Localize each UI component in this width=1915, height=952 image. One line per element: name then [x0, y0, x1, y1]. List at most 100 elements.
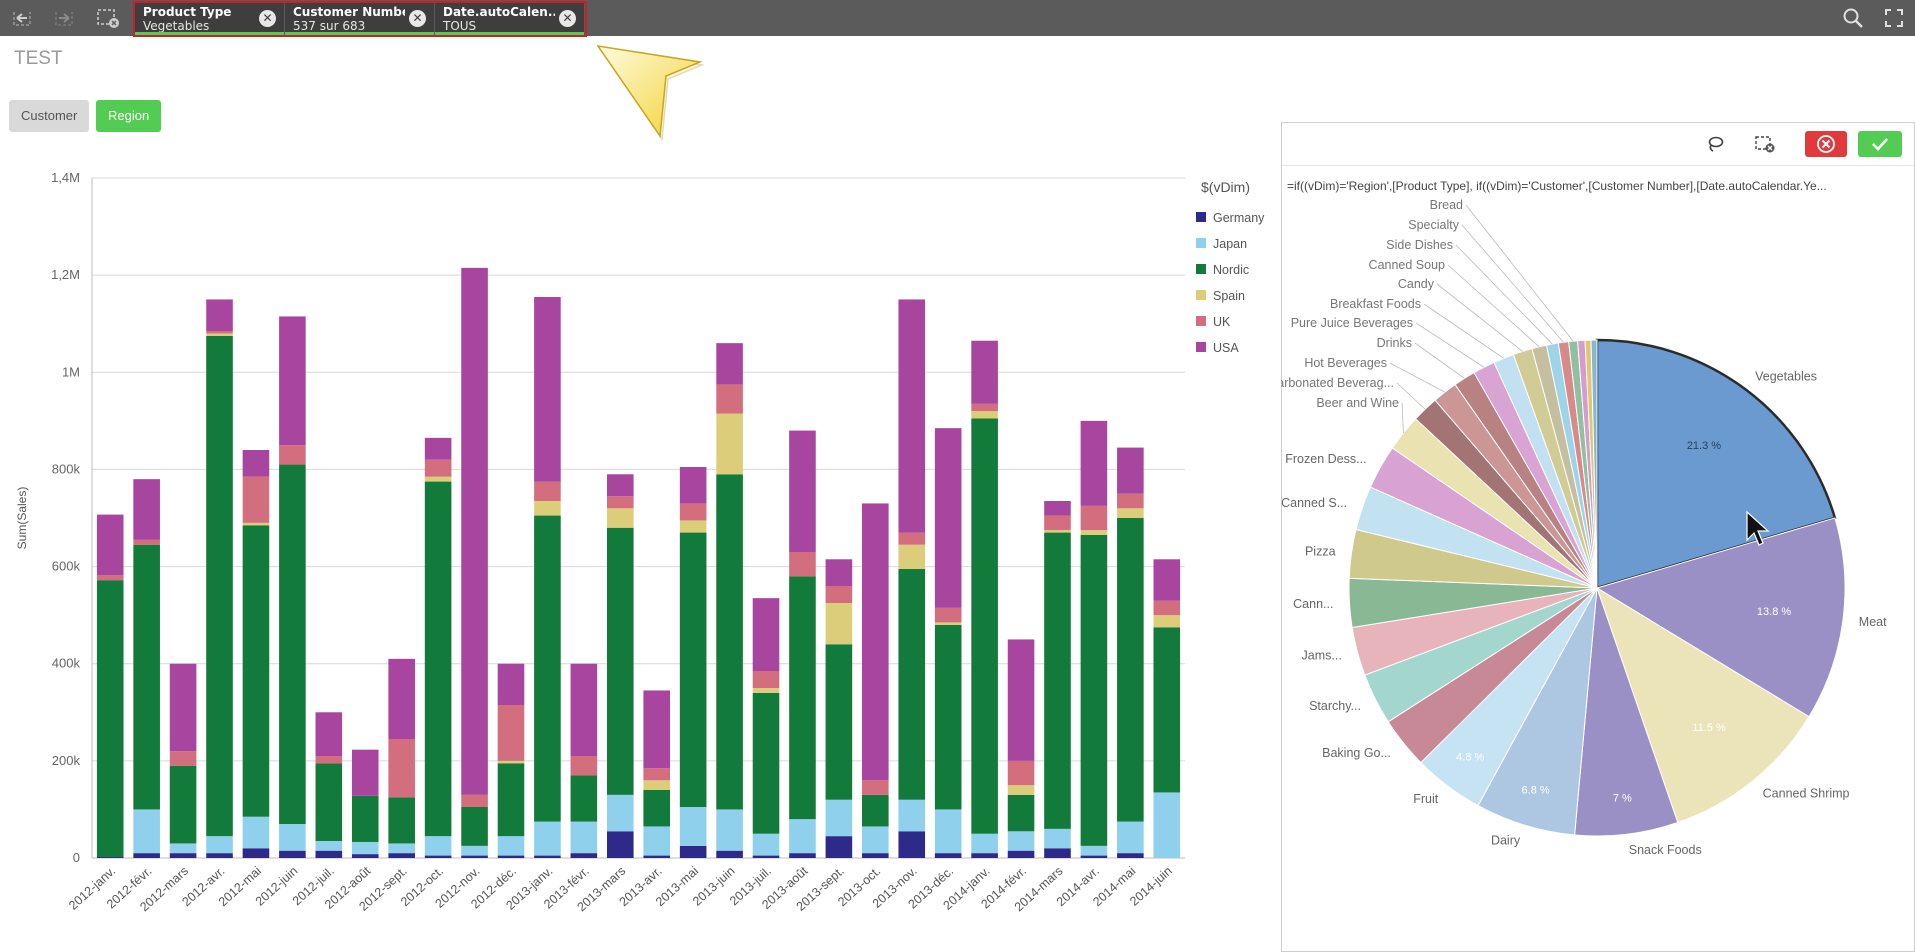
- bar-stack[interactable]: [1007, 639, 1035, 858]
- bar-segment-nordic[interactable]: [643, 790, 671, 827]
- selection-chip-product-type[interactable]: Product Type Vegetables ✕: [135, 3, 285, 35]
- bar-segment-japan[interactable]: [461, 845, 488, 856]
- bar-segment-usa[interactable]: [1007, 639, 1035, 761]
- bar-segment-usa[interactable]: [934, 428, 962, 608]
- bar-segment-usa[interactable]: [898, 299, 926, 533]
- bar-chart[interactable]: 0200k400k600k800k1M1,2M1,4MSum(Sales)201…: [0, 160, 1275, 920]
- bar-stack[interactable]: [497, 663, 525, 858]
- bar-stack[interactable]: [169, 663, 197, 858]
- bar-segment-nordic[interactable]: [169, 765, 197, 844]
- bar-segment-nordic[interactable]: [1153, 627, 1181, 793]
- bar-segment-uk[interactable]: [752, 671, 780, 688]
- bar-segment-uk[interactable]: [96, 575, 124, 581]
- bar-segment-spain[interactable]: [825, 603, 853, 645]
- bar-segment-uk[interactable]: [862, 780, 889, 795]
- bar-segment-spain[interactable]: [242, 522, 270, 526]
- bar-segment-nordic[interactable]: [1117, 518, 1144, 822]
- bar-segment-japan[interactable]: [679, 807, 707, 846]
- bar-segment-germany[interactable]: [789, 853, 816, 858]
- bar-segment-usa[interactable]: [133, 479, 160, 540]
- bar-segment-germany[interactable]: [388, 853, 415, 858]
- bar-segment-germany[interactable]: [279, 850, 306, 858]
- bar-segment-japan[interactable]: [1080, 845, 1108, 856]
- bar-segment-germany[interactable]: [534, 855, 561, 858]
- bar-segment-uk[interactable]: [934, 607, 962, 623]
- bar-segment-germany[interactable]: [497, 855, 525, 858]
- bar-segment-japan[interactable]: [971, 833, 998, 854]
- bar-stack[interactable]: [934, 428, 962, 858]
- bar-segment-uk[interactable]: [315, 756, 343, 764]
- legend-item[interactable]: Japan: [1196, 237, 1247, 251]
- bar-segment-usa[interactable]: [388, 658, 415, 739]
- bar-segment-uk[interactable]: [1044, 515, 1071, 531]
- bar-segment-germany[interactable]: [643, 855, 671, 858]
- bar-segment-spain[interactable]: [898, 544, 926, 569]
- bar-segment-germany[interactable]: [424, 855, 452, 858]
- bar-segment-nordic[interactable]: [534, 515, 561, 822]
- bar-stack[interactable]: [679, 467, 707, 858]
- bar-segment-usa[interactable]: [606, 474, 634, 497]
- bar-segment-japan[interactable]: [825, 799, 853, 837]
- bar-segment-germany[interactable]: [898, 831, 926, 858]
- bar-segment-uk[interactable]: [534, 481, 561, 501]
- bar-segment-uk[interactable]: [1007, 760, 1035, 786]
- bar-stack[interactable]: [898, 299, 926, 858]
- bar-stack[interactable]: [971, 340, 998, 858]
- bar-segment-uk[interactable]: [133, 539, 160, 545]
- customer-button[interactable]: Customer: [9, 100, 90, 132]
- bar-segment-japan[interactable]: [315, 841, 343, 851]
- bar-segment-germany[interactable]: [862, 853, 889, 858]
- bar-segment-japan[interactable]: [606, 794, 634, 832]
- bar-segment-uk[interactable]: [679, 503, 707, 521]
- bar-stack[interactable]: [1080, 420, 1108, 858]
- selection-chip-customer-number[interactable]: Customer Number 537 sur 683 ✕: [285, 3, 435, 35]
- bar-segment-germany[interactable]: [606, 831, 634, 858]
- bar-segment-nordic[interactable]: [1044, 532, 1071, 829]
- bar-segment-japan[interactable]: [1153, 792, 1181, 858]
- bar-segment-usa[interactable]: [643, 690, 671, 769]
- bar-stack[interactable]: [534, 297, 561, 858]
- bar-segment-usa[interactable]: [96, 514, 124, 576]
- bar-stack[interactable]: [206, 299, 233, 858]
- bar-segment-germany[interactable]: [752, 855, 780, 858]
- bar-segment-japan[interactable]: [1117, 821, 1144, 854]
- bar-stack[interactable]: [1117, 447, 1144, 858]
- bar-stack[interactable]: [643, 690, 671, 858]
- bar-segment-germany[interactable]: [1080, 855, 1108, 858]
- bar-segment-usa[interactable]: [789, 430, 816, 552]
- bar-segment-nordic[interactable]: [242, 525, 270, 817]
- bar-segment-nordic[interactable]: [461, 807, 488, 846]
- bar-segment-germany[interactable]: [570, 853, 598, 858]
- bar-stack[interactable]: [606, 474, 634, 858]
- bar-segment-germany[interactable]: [169, 853, 197, 858]
- bar-segment-usa[interactable]: [351, 749, 379, 796]
- bar-segment-uk[interactable]: [388, 739, 415, 798]
- bar-segment-usa[interactable]: [169, 663, 197, 752]
- bar-stack[interactable]: [570, 663, 598, 858]
- bar-segment-japan[interactable]: [133, 809, 160, 854]
- bar-segment-germany[interactable]: [133, 853, 160, 858]
- bar-segment-germany[interactable]: [971, 853, 998, 858]
- bar-segment-germany[interactable]: [315, 850, 343, 858]
- bar-stack[interactable]: [351, 749, 379, 858]
- bar-segment-uk[interactable]: [1117, 493, 1144, 509]
- bar-segment-nordic[interactable]: [388, 797, 415, 844]
- bar-segment-nordic[interactable]: [752, 692, 780, 834]
- bar-segment-germany[interactable]: [716, 850, 743, 858]
- bar-stack[interactable]: [789, 430, 816, 858]
- bar-segment-usa[interactable]: [1044, 501, 1071, 516]
- pie-slice[interactable]: [1590, 339, 1598, 589]
- bar-segment-germany[interactable]: [206, 853, 233, 858]
- confirm-selection-button[interactable]: [1858, 131, 1902, 157]
- bar-segment-usa[interactable]: [825, 559, 853, 586]
- bar-segment-uk[interactable]: [716, 384, 743, 414]
- bar-segment-nordic[interactable]: [1080, 535, 1108, 846]
- bar-segment-spain[interactable]: [606, 508, 634, 528]
- bar-segment-usa[interactable]: [971, 340, 998, 404]
- legend-item[interactable]: Spain: [1196, 289, 1245, 303]
- bar-segment-uk[interactable]: [1153, 600, 1181, 616]
- bar-segment-nordic[interactable]: [716, 474, 743, 810]
- bar-segment-spain[interactable]: [1007, 785, 1035, 795]
- bar-segment-japan[interactable]: [1007, 831, 1035, 851]
- bar-segment-spain[interactable]: [643, 780, 671, 790]
